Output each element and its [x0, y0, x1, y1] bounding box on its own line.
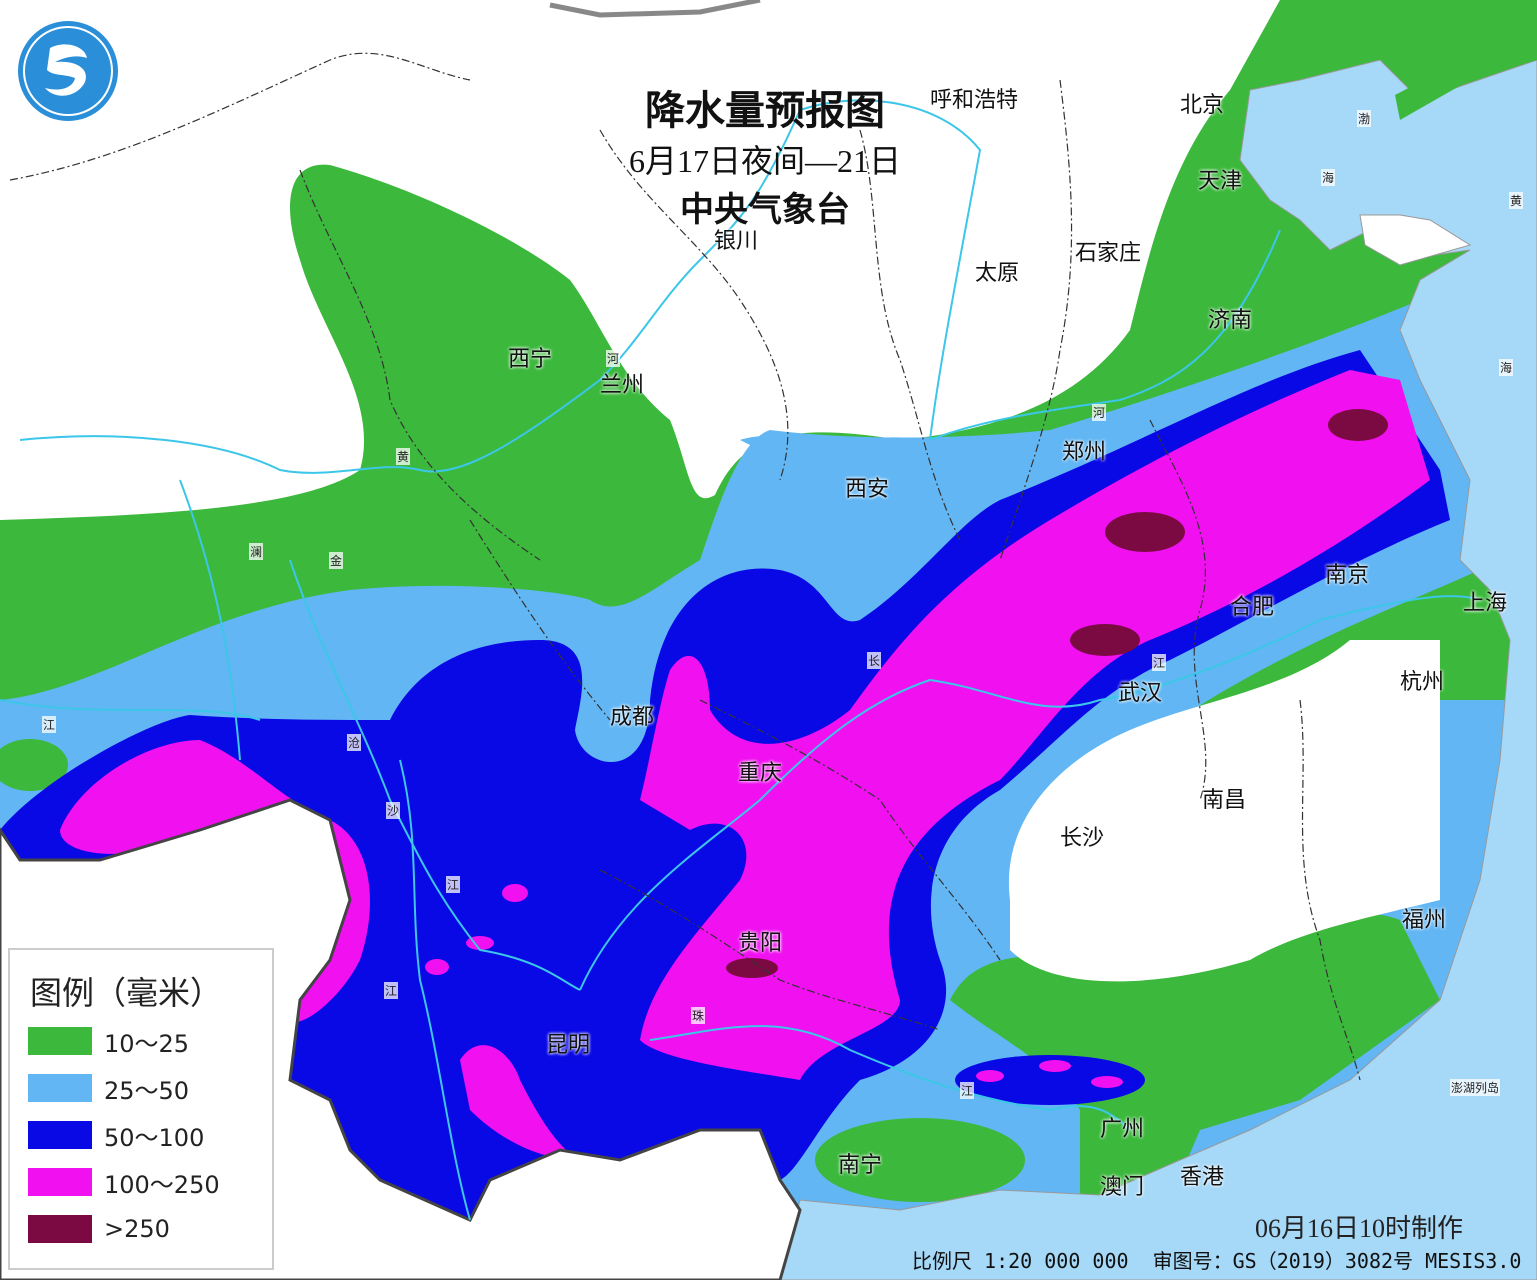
forecast-period: 6月17日夜间—21日	[628, 143, 901, 179]
cma-logo-icon	[18, 21, 118, 121]
city-label: 杭州	[1400, 670, 1445, 695]
legend-item: 100～250	[28, 1167, 220, 1199]
city-label: 澳门	[1100, 1175, 1145, 1200]
band-100-250	[640, 370, 1430, 1080]
city-label: 银川	[714, 229, 759, 254]
agency-name: 中央气象台	[680, 190, 850, 230]
legend-swatch	[28, 1168, 92, 1196]
city-label: 福州	[1402, 908, 1447, 933]
map-title: 降水量预报图	[645, 87, 885, 134]
legend-label: 25～50	[104, 1076, 190, 1105]
sea-label: 海	[1321, 169, 1336, 186]
sea-label: 海	[1499, 359, 1514, 376]
legend-item: >250	[28, 1214, 170, 1244]
city-label: 香港	[1180, 1165, 1225, 1190]
legend-item: 10～25	[28, 1026, 190, 1058]
city-label: 石家庄	[1075, 241, 1142, 266]
legend-label: 10～25	[104, 1029, 190, 1058]
legend-item: 25～50	[28, 1073, 190, 1105]
legend-swatch	[28, 1074, 92, 1102]
legend-swatch	[28, 1027, 92, 1055]
map-title-block: 降水量预报图 6月17日夜间—21日 中央气象台	[600, 78, 930, 231]
city-label: 西安	[845, 477, 890, 502]
legend-title: 图例（毫米）	[30, 974, 223, 1012]
city-label: 济南	[1208, 308, 1253, 333]
river-label: 江	[446, 876, 461, 893]
river-label: 长	[867, 652, 882, 669]
band-over-250	[726, 409, 1388, 978]
review-number: 审图号：GS（2019）3082号 MESIS3.0	[1152, 1249, 1522, 1273]
city-label: 昆明	[546, 1033, 591, 1058]
river-label: 江	[1152, 654, 1167, 671]
rivers	[0, 99, 1481, 1221]
river-label: 珠	[691, 1007, 706, 1024]
legend-swatch	[28, 1121, 92, 1149]
river-label: 江	[384, 982, 399, 999]
legend-label: >250	[104, 1215, 170, 1243]
city-label: 呼和浩特	[930, 88, 1019, 113]
legend-label: 100～250	[104, 1170, 220, 1199]
map-footer: 比例尺 1:20 000 000 审图号：GS（2019）3082号 MESIS…	[912, 1245, 1521, 1274]
legend-item: 50～100	[28, 1120, 205, 1152]
river-label: 江	[42, 716, 57, 733]
city-label: 长沙	[1060, 826, 1105, 851]
river-label: 澜	[249, 543, 264, 560]
river-label: 沙	[386, 802, 401, 819]
legend-label: 50～100	[104, 1123, 205, 1152]
province-borders	[9, 52, 1361, 1081]
scale-text: 比例尺 1:20 000 000	[912, 1249, 1129, 1273]
river-label: 河	[606, 350, 621, 367]
city-label: 天津	[1198, 169, 1243, 194]
city-label: 郑州	[1062, 440, 1107, 465]
city-label: 太原	[975, 261, 1020, 286]
river-label: 黄	[396, 448, 411, 465]
city-label: 贵阳	[738, 931, 783, 956]
legend: 图例（毫米） 10～25 25～50 50～100 100～250 >250	[8, 948, 274, 1270]
river-label: 沧	[347, 734, 362, 751]
river-label: 江	[960, 1082, 975, 1099]
city-label: 南京	[1325, 563, 1370, 588]
sea-label: 黄	[1509, 192, 1524, 209]
city-label: 北京	[1180, 93, 1225, 118]
city-label: 合肥	[1230, 595, 1275, 620]
river-label: 金	[329, 552, 344, 569]
city-label: 南昌	[1202, 788, 1247, 813]
city-label: 广州	[1100, 1117, 1145, 1142]
city-label: 成都	[610, 705, 655, 730]
sea-label: 渤	[1357, 110, 1372, 127]
city-label: 西宁	[508, 347, 553, 372]
city-label: 武汉	[1118, 681, 1163, 706]
city-label: 上海	[1463, 591, 1508, 616]
city-label: 南宁	[838, 1153, 883, 1178]
legend-swatch	[28, 1215, 92, 1243]
city-label: 兰州	[600, 373, 645, 398]
production-time: 06月16日10时制作	[1255, 1214, 1464, 1243]
river-label: 河	[1092, 404, 1107, 421]
island-label: 澎湖列岛	[1450, 1079, 1501, 1096]
city-label: 重庆	[738, 761, 783, 786]
